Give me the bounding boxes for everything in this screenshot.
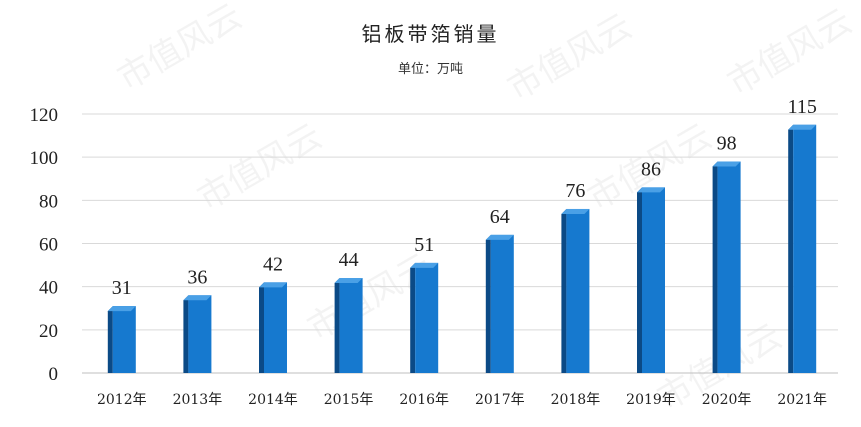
bar-side xyxy=(485,234,491,373)
bar-front xyxy=(339,278,363,373)
y-tick-label: 0 xyxy=(49,364,59,385)
data-label: 31 xyxy=(112,277,132,299)
bar-top xyxy=(259,282,287,288)
bar-front xyxy=(566,208,590,373)
data-label: 115 xyxy=(788,96,817,118)
y-tick-label: 120 xyxy=(30,105,59,126)
chart-subtitle: 单位：万吨 xyxy=(397,62,463,77)
bar-side xyxy=(788,124,794,374)
bar xyxy=(183,295,212,373)
bar-front xyxy=(415,262,439,373)
bar-front xyxy=(112,306,136,373)
x-tick-label: 2019年 xyxy=(626,392,676,408)
bar-top xyxy=(107,306,136,312)
x-tick-label: 2017年 xyxy=(475,392,525,408)
bar-side xyxy=(712,161,718,373)
bar-front xyxy=(264,282,287,373)
x-tick-label: 2014年 xyxy=(248,392,298,408)
data-label: 98 xyxy=(717,132,737,154)
bar xyxy=(259,282,287,373)
bar xyxy=(637,187,665,373)
bar-top xyxy=(334,278,363,284)
bar-side xyxy=(259,282,264,373)
y-axis-ticks: 0 20 40 60 80 100 120 xyxy=(30,105,59,385)
data-label: 44 xyxy=(339,249,359,271)
bar-side xyxy=(334,278,340,373)
bar-top xyxy=(637,187,665,193)
bar-top xyxy=(183,295,212,301)
x-tick-label: 2015年 xyxy=(324,392,374,408)
bar xyxy=(485,234,514,373)
bars xyxy=(107,124,817,374)
bar-side xyxy=(183,295,189,373)
chart-title: 铝板带箔销量 xyxy=(361,22,500,46)
x-axis-ticks: 2012年 2013年 2014年 2015年 2016年 2017年 2018年 2019年… xyxy=(97,392,827,408)
bar-side xyxy=(410,262,416,373)
data-label: 36 xyxy=(187,266,207,288)
x-tick-label: 2012年 xyxy=(97,392,147,408)
bar-top xyxy=(712,161,741,167)
bar-front xyxy=(793,124,817,374)
x-tick-label: 2013年 xyxy=(173,392,223,408)
y-tick-label: 40 xyxy=(39,278,58,299)
bar-front xyxy=(717,161,741,373)
data-label: 64 xyxy=(490,206,510,228)
bar-top xyxy=(410,262,439,268)
bar-front xyxy=(490,234,514,373)
y-tick-label: 100 xyxy=(30,148,59,169)
data-labels: 31 36 42 44 51 64 76 86 98 115 xyxy=(112,96,817,299)
data-label: 51 xyxy=(414,234,434,256)
y-tick-label: 80 xyxy=(39,191,58,212)
data-label: 42 xyxy=(263,253,283,275)
bar xyxy=(561,208,590,373)
y-tick-label: 20 xyxy=(39,321,58,342)
bar xyxy=(107,306,136,373)
bar-front xyxy=(188,295,212,373)
bar-side xyxy=(107,306,113,373)
bar xyxy=(712,161,741,373)
bar-top xyxy=(788,124,817,130)
bar-side xyxy=(637,187,642,373)
data-label: 76 xyxy=(565,180,585,202)
bar-top xyxy=(561,208,590,214)
data-label: 86 xyxy=(641,158,661,180)
grid-lines xyxy=(82,113,838,374)
x-tick-label: 2021年 xyxy=(777,392,827,408)
bar xyxy=(788,124,817,374)
bar-front xyxy=(642,187,665,373)
bar-top xyxy=(485,234,514,240)
bar-side xyxy=(561,208,567,373)
x-tick-label: 2016年 xyxy=(399,392,449,408)
x-tick-label: 2020年 xyxy=(702,392,752,408)
bar xyxy=(410,262,439,373)
x-tick-label: 2018年 xyxy=(551,392,601,408)
y-tick-label: 60 xyxy=(39,235,58,256)
bar xyxy=(334,278,363,373)
